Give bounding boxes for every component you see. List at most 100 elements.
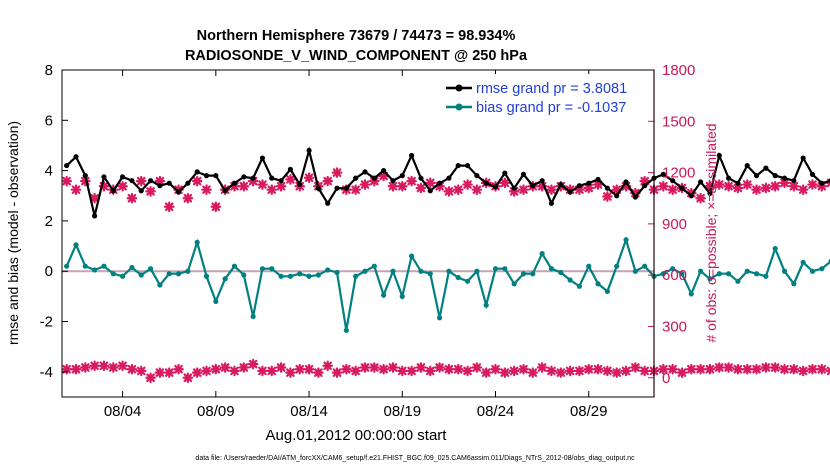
data-file-footnote: data file: /Users/raeder/DAI/ATM_forcXX/…	[195, 455, 635, 462]
rmse-data-point	[278, 178, 284, 184]
bias-data-point	[809, 268, 816, 274]
obs-possible-marker	[406, 365, 417, 377]
plot-frame	[61, 69, 655, 398]
rmse-data-point	[539, 178, 545, 184]
bias-data-point	[138, 272, 144, 278]
legend-bias-label: bias grand pr = -0.1037	[476, 100, 626, 116]
obs-possible-marker	[555, 367, 567, 378]
obs-assimilated-marker	[350, 184, 361, 195]
obs-assimilated-marker	[424, 177, 436, 189]
rmse-data-point	[231, 180, 238, 186]
rmse-data-point	[381, 168, 387, 174]
obs-possible-marker	[107, 362, 119, 373]
obs-possible-marker	[490, 363, 501, 375]
rmse-data-point	[604, 185, 610, 191]
obs-possible-marker	[201, 365, 212, 377]
obs-assimilated-marker	[452, 184, 464, 195]
y-right-axis-label: # of obs: o=possible; ×=assimilated	[703, 123, 719, 342]
bias-data-point	[231, 263, 238, 269]
bias-data-point	[520, 271, 527, 277]
bias-data-point	[707, 276, 713, 282]
obs-assimilated-marker	[145, 186, 156, 197]
bias-data-point	[213, 298, 219, 305]
obs-possible-marker	[564, 365, 576, 377]
bias-data-point	[698, 268, 704, 274]
rmse-data-point	[781, 175, 788, 181]
obs-assimilated-marker	[61, 175, 72, 187]
bias-data-point	[73, 242, 79, 248]
chart-title: Northern Hemisphere 73679 / 74473 = 98.9…	[197, 28, 516, 44]
bias-data-point	[147, 266, 154, 272]
legend-bias-marker	[455, 103, 463, 111]
rmse-data-point	[157, 183, 163, 189]
rmse-data-point	[753, 173, 760, 179]
obs-possible-marker	[378, 363, 389, 375]
rmse-data-point	[194, 169, 200, 175]
rmse-data-point	[175, 189, 182, 195]
rmse-data-point	[744, 162, 750, 169]
bias-data-point	[791, 281, 797, 287]
obs-possible-marker	[788, 363, 800, 375]
rmse-data-point	[222, 188, 228, 194]
rmse-data-point	[343, 185, 349, 191]
rmse-data-point	[147, 178, 154, 184]
obs-assimilated-marker	[387, 180, 399, 192]
obs-assimilated-marker	[266, 184, 278, 195]
bias-data-point	[166, 271, 172, 277]
rmse-data-point	[129, 178, 135, 184]
obs-possible-marker	[80, 362, 91, 373]
rmse-data-point	[679, 185, 685, 191]
bias-data-point	[362, 268, 368, 274]
rmse-data-point	[213, 173, 219, 179]
bias-data-point	[222, 276, 228, 282]
x-tick-label: 08/04	[104, 403, 142, 420]
bias-data-point	[269, 266, 275, 272]
obs-possible-marker	[704, 363, 716, 375]
obs-assimilated-marker	[359, 179, 371, 190]
obs-assimilated-marker	[574, 184, 585, 195]
rmse-data-point	[772, 173, 778, 179]
obs-possible-marker	[713, 362, 725, 373]
rmse-data-point	[399, 173, 405, 179]
obs-assimilated-marker	[769, 180, 781, 192]
obs-assimilated-marker	[191, 175, 203, 187]
bias-data-point	[334, 269, 340, 276]
obs-assimilated-marker	[658, 180, 669, 192]
y-tick-label: 2	[45, 213, 53, 230]
rmse-data-point	[595, 176, 601, 183]
bias-data-point	[64, 263, 70, 269]
obs-assimilated-marker	[415, 182, 427, 194]
obs-assimilated-marker	[70, 184, 82, 195]
obs-assimilated-marker	[322, 175, 334, 187]
obs-assimilated-marker	[536, 180, 548, 192]
bias-data-point	[390, 268, 396, 274]
obs-possible-marker	[527, 367, 539, 378]
obs-assimilated-marker	[443, 186, 455, 197]
rmse-data-point	[353, 175, 359, 181]
plot-area	[62, 70, 654, 397]
obs-possible-marker	[499, 367, 511, 378]
line-series-layer	[64, 146, 830, 333]
bias-data-point	[586, 263, 592, 269]
obs-possible-marker	[546, 365, 557, 377]
obs-possible-marker	[210, 363, 222, 375]
rmse-data-point	[567, 189, 573, 195]
obs-assimilated-marker	[369, 175, 380, 187]
bias-data-point	[679, 271, 685, 277]
obs-possible-marker	[303, 363, 315, 375]
bias-data-point	[819, 266, 825, 272]
obs-assimilated-marker	[704, 180, 716, 192]
bias-data-point	[595, 281, 601, 287]
obs-assimilated-marker	[695, 192, 706, 204]
obs-assimilated-marker	[182, 192, 194, 204]
bias-data-point	[576, 283, 583, 289]
rmse-data-point	[73, 154, 79, 160]
obs-possible-marker	[723, 362, 734, 373]
rmse-data-point	[119, 174, 126, 180]
obs-assimilated-marker	[154, 175, 166, 187]
y-axis-label: rmse and bias (model - observation)	[5, 121, 21, 345]
obs-possible-marker	[331, 367, 343, 378]
obs-assimilated-marker	[630, 187, 641, 199]
bias-data-point	[119, 273, 126, 279]
rmse-data-point	[334, 185, 340, 191]
